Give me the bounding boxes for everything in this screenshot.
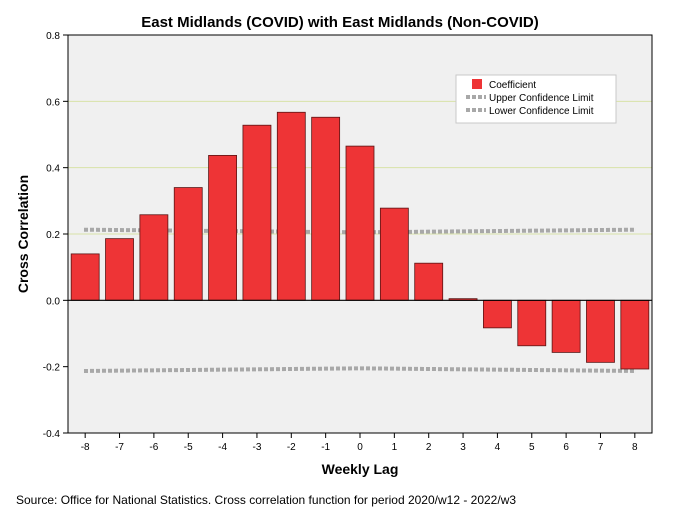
x-tick-label: 1 bbox=[392, 442, 398, 453]
axes: -0.4 -0.2 0.0 0.2 0.4 0.6 0.8 -8 -7 -6 -5 -4 -3 -2 -1 0… bbox=[43, 31, 653, 453]
y-tick-label: -0.4 bbox=[43, 429, 61, 440]
bars bbox=[70, 111, 650, 370]
legend-label-coefficient: Coefficient bbox=[489, 80, 536, 91]
bar bbox=[345, 145, 375, 301]
bar bbox=[379, 207, 409, 301]
bar bbox=[276, 111, 306, 301]
legend: Coefficient Upper Confidence Limit Lower… bbox=[455, 74, 617, 124]
bar bbox=[139, 214, 169, 301]
y-tick-label: 0.2 bbox=[46, 230, 60, 241]
x-tick-label: 2 bbox=[426, 442, 432, 453]
x-tick-label: 3 bbox=[460, 442, 466, 453]
legend-label-lower-limit: Lower Confidence Limit bbox=[489, 106, 594, 117]
bar bbox=[586, 299, 615, 363]
bar bbox=[105, 238, 134, 301]
x-tick-label: 6 bbox=[563, 442, 569, 453]
y-tick-label: 0.4 bbox=[46, 164, 60, 175]
bar bbox=[620, 299, 650, 370]
bar bbox=[551, 299, 581, 353]
x-tick-label: 4 bbox=[495, 442, 501, 453]
chart-title: East Midlands (COVID) with East Midlands… bbox=[141, 14, 539, 31]
x-tick-label: -4 bbox=[218, 442, 227, 453]
x-tick-label: 0 bbox=[357, 442, 363, 453]
x-tick-label: -1 bbox=[321, 442, 330, 453]
x-tick-label: 5 bbox=[529, 442, 535, 453]
x-tick-label: -8 bbox=[81, 442, 90, 453]
bar bbox=[242, 124, 272, 301]
x-tick-label: -3 bbox=[252, 442, 261, 453]
bar bbox=[483, 299, 512, 329]
y-tick-label: 0.6 bbox=[46, 97, 60, 108]
y-tick-label: 0.8 bbox=[46, 31, 60, 42]
x-tick-label: -2 bbox=[287, 442, 296, 453]
legend-swatch-coefficient bbox=[472, 79, 482, 89]
x-tick-label: 8 bbox=[632, 442, 638, 453]
x-axis-label: Weekly Lag bbox=[322, 461, 399, 477]
lower-confidence-line bbox=[83, 366, 637, 373]
x-tick-label: 7 bbox=[598, 442, 604, 453]
x-tick-label: -5 bbox=[184, 442, 193, 453]
y-tick-label: -0.2 bbox=[43, 363, 61, 374]
bar bbox=[173, 187, 203, 301]
legend-box bbox=[455, 74, 617, 124]
x-tick-label: -6 bbox=[149, 442, 158, 453]
bar bbox=[311, 116, 341, 301]
y-axis-label: Cross Correlation bbox=[15, 175, 31, 293]
x-tick-label: -7 bbox=[115, 442, 124, 453]
bar bbox=[517, 299, 547, 347]
bar bbox=[70, 253, 100, 301]
source-note: Source: Office for National Statistics. … bbox=[16, 493, 517, 507]
y-tick-label: 0.0 bbox=[46, 296, 60, 307]
bar bbox=[208, 154, 237, 301]
legend-label-upper-limit: Upper Confidence Limit bbox=[489, 93, 594, 104]
bar bbox=[414, 262, 444, 301]
